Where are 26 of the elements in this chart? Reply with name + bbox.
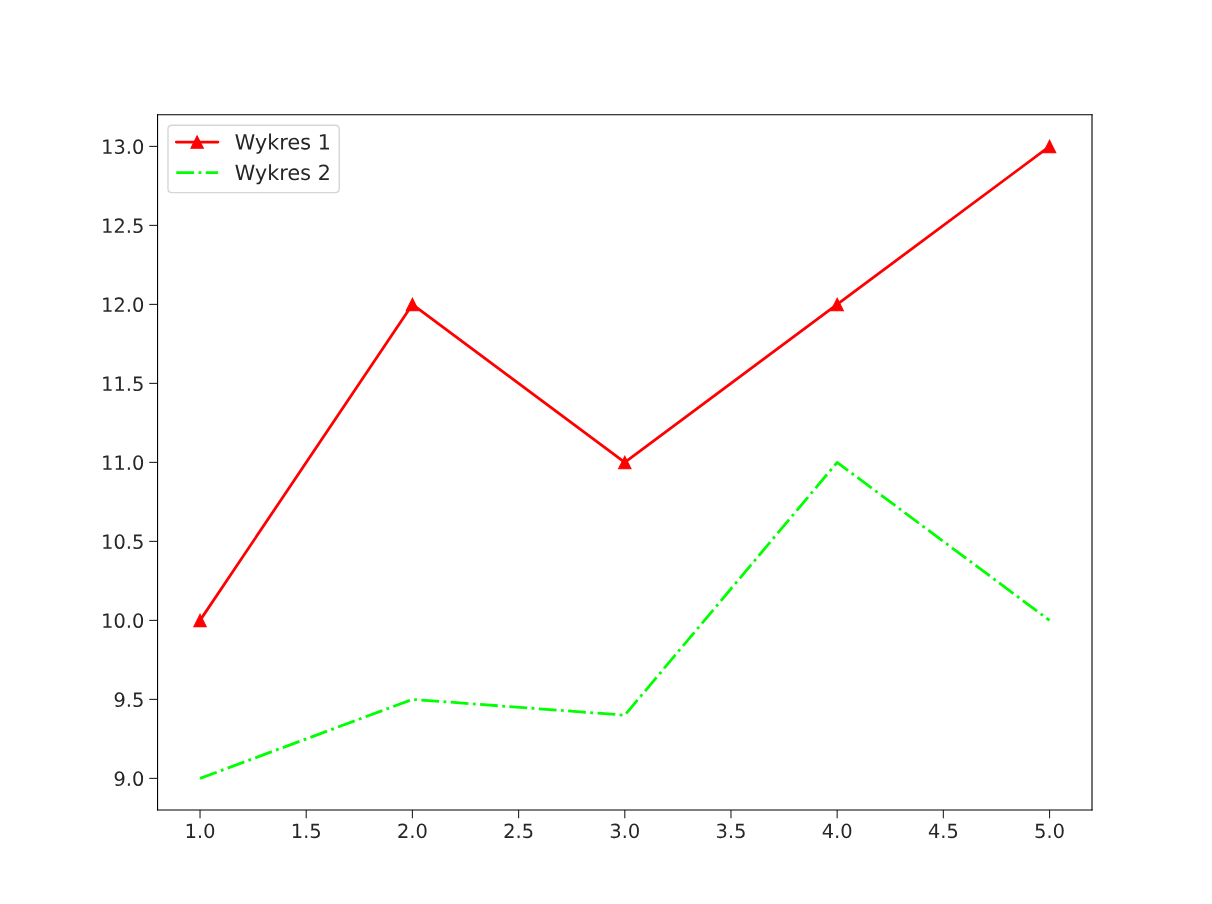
- line-series: [198, 461, 1051, 780]
- x-tick-label: 3.0: [610, 823, 639, 839]
- y-tick-label: 12.5: [103, 218, 143, 234]
- point: [405, 297, 420, 312]
- y-tick-label: 10.0: [103, 613, 144, 629]
- x-tick-label: 5.0: [1035, 823, 1064, 839]
- point: [830, 297, 844, 312]
- y-tick-label: 9.5: [114, 692, 143, 708]
- point: [618, 455, 632, 470]
- legend-label: Wykres 1: [235, 133, 329, 154]
- x-tick-label: 2.5: [504, 823, 533, 839]
- x-tick-label: 1.0: [186, 823, 215, 839]
- y-tick-label: 13.0: [103, 139, 144, 155]
- x-tick-label: 2.0: [398, 823, 427, 839]
- point: [1042, 139, 1057, 154]
- legend-label: Wykres 2: [235, 164, 329, 185]
- x-tick-label: 4.5: [928, 823, 958, 839]
- y-tick-label: 11.0: [103, 455, 144, 471]
- x-tick-label: 3.5: [716, 823, 745, 839]
- y-tick-label: 11.5: [103, 376, 143, 392]
- x-tick-label: 4.0: [822, 823, 852, 839]
- point: [193, 613, 207, 628]
- y-tick-label: 9.0: [114, 771, 144, 787]
- x-tick-label: 1.5: [292, 823, 320, 839]
- y-tick-label: 12.0: [103, 297, 144, 313]
- y-tick-label: 10.5: [103, 534, 143, 550]
